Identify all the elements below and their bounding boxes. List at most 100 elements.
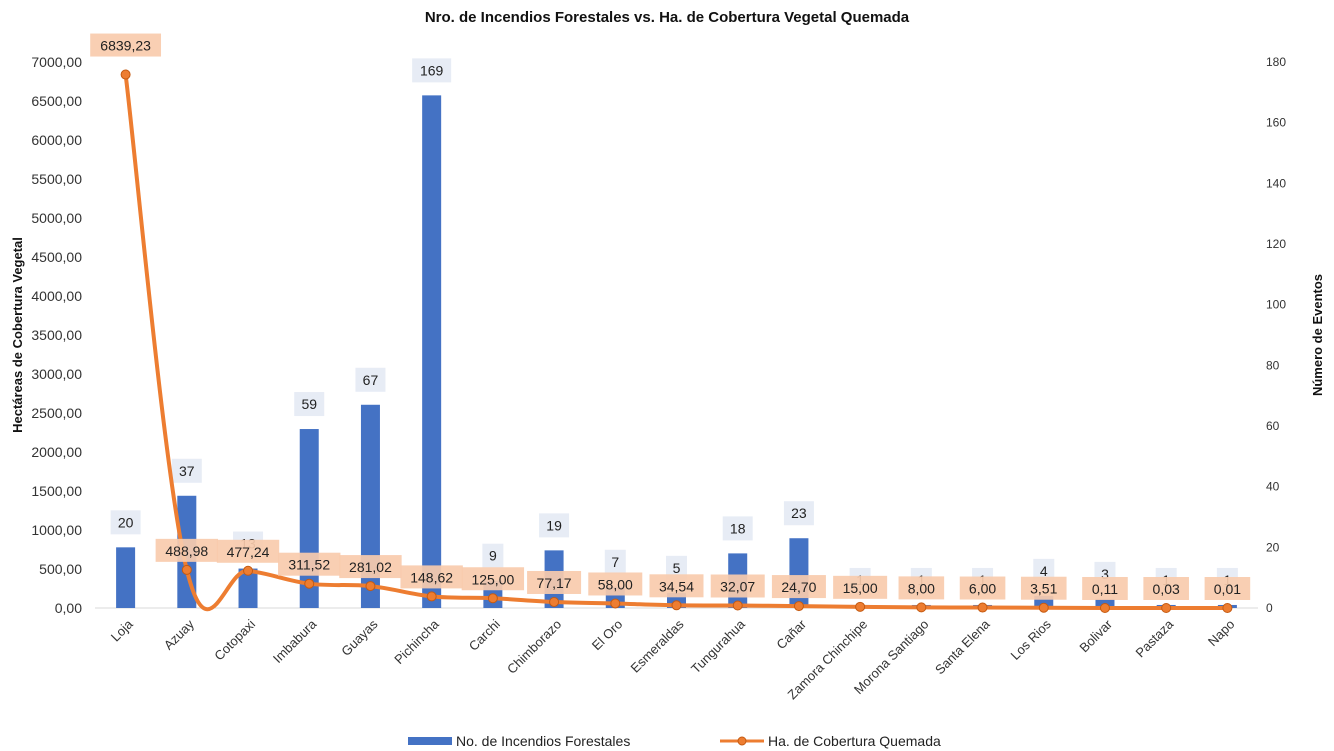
- left-tick-label: 2500,00: [31, 405, 82, 421]
- line-label-bg: [588, 572, 643, 596]
- line-data-label: 6,00: [959, 576, 1006, 600]
- line-point: [793, 601, 804, 612]
- line-label-text: 125,00: [471, 571, 514, 587]
- line-data-label: 77,17: [527, 570, 582, 594]
- line-point: [426, 591, 437, 602]
- category-label: Cañar: [773, 616, 809, 652]
- line-point: [1099, 602, 1110, 613]
- left-tick-label: 1000,00: [31, 522, 82, 538]
- right-tick-label: 140: [1266, 176, 1286, 190]
- category-label: Carchi: [466, 616, 503, 653]
- line-label-bg: [1020, 576, 1067, 600]
- line-point: [304, 578, 315, 589]
- left-tick-label: 1500,00: [31, 483, 82, 499]
- line-label-text: 281,02: [349, 559, 392, 575]
- line-label-bg: [339, 555, 402, 579]
- line-data-label: 15,00: [833, 575, 888, 599]
- category-label: Esmeraldas: [627, 616, 686, 675]
- line-data-label: 0,01: [1204, 576, 1251, 600]
- left-tick-label: 0,00: [55, 600, 82, 616]
- bar-label-text: 18: [730, 520, 746, 536]
- bar-label-bg: [355, 367, 386, 392]
- category-label: Los Rios: [1008, 616, 1055, 663]
- line-data-label: 125,00: [461, 567, 525, 591]
- bar-label-text: 5: [673, 560, 681, 576]
- line-data-label: 32,07: [710, 574, 765, 598]
- legend-line-label: Ha. de Cobertura Quemada: [768, 733, 941, 749]
- bar-label-text: 23: [791, 505, 807, 521]
- line-label-text: 311,52: [288, 557, 330, 573]
- bar-data-label: 169: [412, 58, 452, 83]
- category-label: Loja: [108, 616, 137, 645]
- bar-label-text: 9: [489, 548, 497, 564]
- line-label-text: 77,17: [537, 575, 572, 591]
- line-data-label: 0,03: [1143, 576, 1189, 600]
- bar-label-bg: [294, 392, 325, 417]
- bar-label-bg: [539, 513, 570, 538]
- line-label-text: 15,00: [843, 580, 878, 596]
- line-point: [365, 581, 376, 592]
- line-data-label: 6839,23: [90, 33, 162, 57]
- left-axis-title: Hectáreas de Cobertura Vegetal: [10, 237, 25, 433]
- left-tick-label: 6000,00: [31, 132, 82, 148]
- line-data-label: 148,62: [400, 565, 463, 589]
- bar-data-label: 7: [604, 549, 626, 574]
- line-label-text: 148,62: [410, 569, 453, 585]
- bar-data-labels: 20371359671699197518231114311: [110, 58, 1238, 592]
- line-point: [732, 600, 743, 611]
- right-tick-label: 40: [1266, 480, 1280, 494]
- line-label-text: 32,07: [720, 578, 755, 594]
- line-label-text: 0,03: [1153, 581, 1180, 597]
- bar-series: [116, 95, 1237, 608]
- right-axis-title: Número de Eventos: [1310, 274, 1325, 396]
- legend-bar-swatch: [408, 737, 452, 745]
- line-label-text: 24,70: [781, 579, 816, 595]
- bar-label-bg: [722, 516, 753, 541]
- bar-data-label: 18: [722, 516, 753, 541]
- line-label-bg: [527, 570, 582, 594]
- line-data-label: 34,54: [649, 574, 704, 598]
- line-point: [916, 602, 927, 613]
- category-label: Bolivar: [1076, 616, 1115, 655]
- left-tick-label: 2000,00: [31, 444, 82, 460]
- line-point: [671, 600, 682, 611]
- line-label-bg: [278, 552, 341, 576]
- line-point: [549, 596, 560, 607]
- right-tick-label: 180: [1266, 55, 1286, 69]
- line-data-labels: 6839,23 488,98 477,24 311,52 281,02 148,62 125…: [90, 33, 1251, 600]
- line-label-bg: [1143, 576, 1189, 600]
- category-label: Pastaza: [1132, 616, 1176, 660]
- bar-label-text: 59: [301, 396, 317, 412]
- category-labels: Loja Azuay Cotopaxi Imbabura Guayas Pichincha…: [108, 616, 1238, 702]
- line-point: [181, 564, 192, 575]
- line-point: [120, 69, 131, 80]
- bar-data-label: 5: [666, 555, 687, 580]
- bar-label-bg: [482, 543, 504, 568]
- left-tick-label: 7000,00: [31, 54, 82, 70]
- bar-data-label: 67: [355, 367, 386, 392]
- left-tick-label: 5500,00: [31, 171, 82, 187]
- line-point: [855, 601, 866, 612]
- line-label-bg: [959, 576, 1006, 600]
- bar-data-label: 37: [171, 458, 202, 483]
- bar-label-text: 37: [179, 463, 195, 479]
- left-tick-label: 4500,00: [31, 249, 82, 265]
- right-tick-label: 100: [1266, 298, 1286, 312]
- line-label-bg: [461, 567, 525, 591]
- line-data-label: 3,51: [1020, 576, 1067, 600]
- line-data-label: 311,52: [278, 552, 341, 576]
- line-data-label: 488,98: [155, 538, 219, 562]
- line-data-label: 24,70: [771, 575, 826, 599]
- line-label-bg: [90, 33, 162, 57]
- line-data-label: 58,00: [588, 572, 643, 596]
- bar-label-text: 67: [363, 372, 379, 388]
- left-tick-label: 5000,00: [31, 210, 82, 226]
- line-label-text: 0,11: [1092, 581, 1118, 597]
- line-label-text: 58,00: [598, 576, 633, 592]
- line-label-text: 6839,23: [100, 38, 151, 54]
- line-point: [1038, 602, 1049, 613]
- left-tick-label: 3000,00: [31, 366, 82, 382]
- line-point: [610, 598, 621, 609]
- category-label: Chimborazo: [504, 617, 564, 677]
- line-label-bg: [771, 575, 826, 599]
